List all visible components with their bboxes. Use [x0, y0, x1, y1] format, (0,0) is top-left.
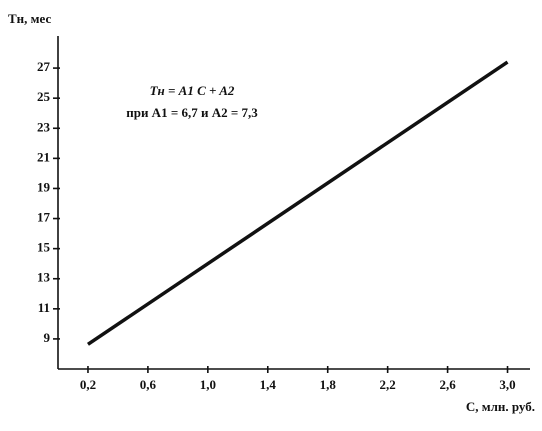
annotation: при A1 = 6,7 и A2 = 7,3 [126, 105, 258, 120]
x-tick-label: 2,6 [439, 377, 456, 392]
y-tick-label: 21 [37, 149, 50, 164]
y-tick-label: 19 [37, 179, 51, 194]
x-tick-label: 1,4 [260, 377, 277, 392]
y-axis-label: Tн, мес [8, 11, 51, 26]
x-tick-label: 1,0 [200, 377, 216, 392]
y-tick-label: 23 [37, 119, 51, 134]
x-tick-label: 2,2 [380, 377, 396, 392]
y-tick-label: 13 [37, 270, 51, 285]
x-tick-label: 3,0 [499, 377, 515, 392]
annotation: Tн = A1 C + A2 [150, 83, 235, 98]
y-tick-label: 9 [44, 330, 51, 345]
data-line [86, 60, 509, 346]
y-tick-label: 17 [37, 210, 51, 225]
y-tick-label: 11 [38, 300, 50, 315]
x-tick-label: 0,6 [140, 377, 157, 392]
y-tick-label: 27 [37, 59, 51, 74]
x-axis-label: C, млн. руб. [466, 399, 535, 414]
y-tick-label: 25 [37, 89, 51, 104]
x-tick-label: 1,8 [320, 377, 337, 392]
y-tick-label: 15 [37, 240, 51, 255]
x-tick-label: 0,2 [80, 377, 96, 392]
